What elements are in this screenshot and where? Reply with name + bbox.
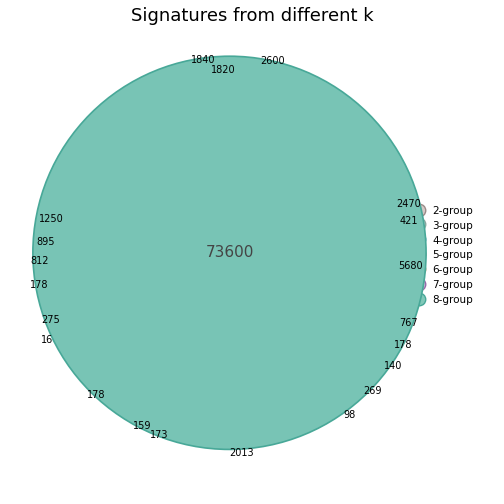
Legend: 2-group, 3-group, 4-group, 5-group, 6-group, 7-group, 8-group: 2-group, 3-group, 4-group, 5-group, 6-gr… bbox=[413, 206, 473, 305]
Text: 421: 421 bbox=[400, 216, 418, 226]
Circle shape bbox=[52, 75, 407, 430]
Text: 73600: 73600 bbox=[205, 245, 254, 261]
Title: Signatures from different k: Signatures from different k bbox=[131, 8, 373, 25]
Circle shape bbox=[45, 69, 414, 437]
Text: 178: 178 bbox=[87, 390, 105, 400]
Text: 812: 812 bbox=[30, 256, 48, 266]
Text: 173: 173 bbox=[150, 430, 169, 439]
Text: 178: 178 bbox=[394, 340, 412, 350]
Text: 275: 275 bbox=[41, 314, 60, 325]
Text: 178: 178 bbox=[30, 280, 48, 289]
Circle shape bbox=[33, 56, 426, 450]
Text: 5680: 5680 bbox=[398, 261, 423, 271]
Text: 1840: 1840 bbox=[191, 55, 215, 65]
Text: 98: 98 bbox=[344, 410, 356, 420]
Text: 2600: 2600 bbox=[261, 56, 285, 66]
Text: 1820: 1820 bbox=[211, 65, 235, 75]
Circle shape bbox=[37, 60, 422, 446]
Circle shape bbox=[62, 86, 396, 420]
Circle shape bbox=[35, 58, 424, 448]
Circle shape bbox=[40, 64, 419, 442]
Text: 1250: 1250 bbox=[38, 214, 64, 224]
Text: 767: 767 bbox=[399, 318, 417, 328]
Text: 2013: 2013 bbox=[229, 448, 254, 458]
Text: 269: 269 bbox=[364, 387, 382, 396]
Text: 159: 159 bbox=[134, 421, 152, 431]
Text: 895: 895 bbox=[37, 237, 55, 247]
Text: 2470: 2470 bbox=[397, 200, 421, 210]
Text: 140: 140 bbox=[384, 361, 402, 371]
Text: 16: 16 bbox=[41, 335, 54, 345]
